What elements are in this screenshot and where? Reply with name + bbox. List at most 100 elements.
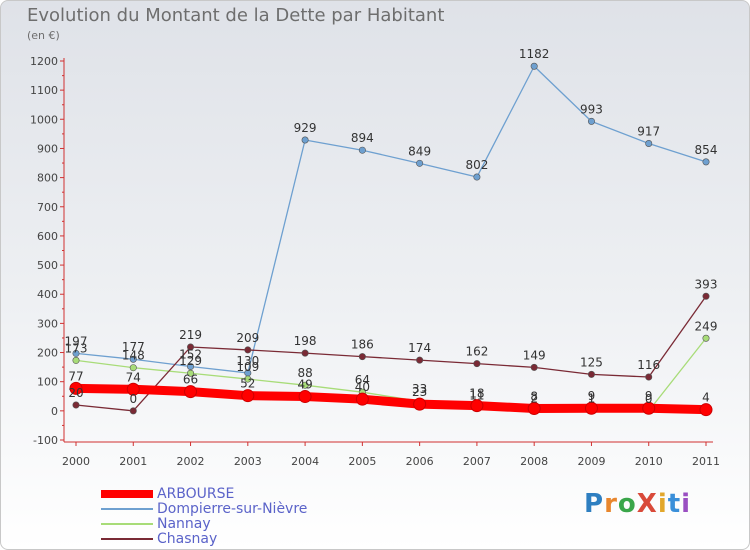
data-label-3: 209	[236, 331, 259, 345]
series-point-1	[129, 355, 137, 363]
x-tick-label: 2010	[635, 455, 663, 468]
data-label-0: 74	[126, 370, 141, 384]
data-label-3: 116	[637, 358, 660, 372]
data-label-3: 174	[408, 341, 431, 355]
data-label-1: 177	[122, 340, 145, 354]
series-point-2	[72, 356, 80, 364]
series-point-1	[416, 159, 424, 167]
y-tick-label: 100	[37, 376, 58, 389]
data-label-2: 11	[469, 389, 484, 403]
series-point-0	[126, 382, 140, 396]
series-point-0	[584, 401, 598, 415]
series-line-0	[71, 383, 711, 415]
y-tick-label: 1100	[30, 84, 58, 97]
x-tick-label: 2008	[520, 455, 548, 468]
x-tick-label: 2009	[577, 455, 605, 468]
series-point-1	[187, 363, 195, 371]
legend-label-chasnay: Chasnay	[157, 531, 218, 547]
series-point-1	[358, 146, 366, 154]
y-tick-label: 0	[51, 405, 58, 418]
y-tick-label: 900	[37, 142, 58, 155]
data-label-0: 49	[297, 378, 312, 392]
series-point-0	[184, 385, 198, 399]
series-point-1	[587, 117, 595, 125]
series-point-1	[72, 349, 80, 357]
data-label-1: 197	[65, 334, 88, 348]
series-point-0	[298, 390, 312, 404]
series-point-3	[416, 356, 424, 364]
data-label-2: 88	[297, 366, 312, 380]
series-point-3	[129, 407, 137, 415]
legend-swatch-chasnay	[101, 538, 153, 540]
series-point-1	[530, 62, 538, 70]
data-label-1: 152	[179, 348, 202, 362]
series-point-2	[301, 381, 309, 389]
x-tick-label: 2006	[406, 455, 434, 468]
data-label-1: 130	[236, 354, 259, 368]
series-point-2	[129, 364, 137, 372]
series-point-3	[301, 349, 309, 357]
series-point-2	[187, 369, 195, 377]
y-tick-label: 200	[37, 347, 58, 360]
x-tick-label: 2005	[348, 455, 376, 468]
data-label-2: 249	[695, 319, 718, 333]
series-point-2	[244, 375, 252, 383]
x-tick-label: 2000	[62, 455, 90, 468]
data-label-2: 33	[412, 382, 427, 396]
data-label-2: 109	[236, 360, 259, 374]
data-label-0: 52	[240, 377, 255, 391]
data-label-1: 917	[637, 125, 660, 139]
y-tick-label: 1200	[30, 55, 58, 68]
series-line-3	[75, 295, 707, 412]
y-tick-label: 700	[37, 201, 58, 214]
data-label-0: 18	[469, 387, 484, 401]
data-label-0: 77	[68, 369, 83, 383]
data-label-2: 0	[645, 392, 653, 406]
data-label-0: 9	[645, 389, 653, 403]
legend-item-chasnay: Chasnay	[101, 531, 217, 547]
data-label-2: 173	[65, 341, 88, 355]
x-tick-label: 2001	[119, 455, 147, 468]
series-point-3	[702, 292, 710, 300]
y-tick-label: 1000	[30, 113, 58, 126]
data-label-2: 64	[355, 373, 370, 387]
series-point-3	[244, 346, 252, 354]
series-point-0	[241, 389, 255, 403]
y-tick-label: -100	[33, 434, 58, 447]
x-tick-label: 2002	[177, 455, 205, 468]
data-label-1: 929	[294, 121, 317, 135]
data-label-1: 849	[408, 144, 431, 158]
data-label-3: 149	[523, 348, 546, 362]
data-label-2: 129	[179, 354, 202, 368]
y-tick-label: 500	[37, 259, 58, 272]
legend-item-arbourse: ARBOURSE	[101, 486, 234, 502]
series-line-1	[75, 65, 707, 374]
data-label-1: 802	[465, 158, 488, 172]
x-tick-label: 2011	[692, 455, 720, 468]
series-point-3	[530, 363, 538, 371]
data-label-3: 186	[351, 338, 374, 352]
data-label-0: 40	[355, 380, 370, 394]
series-point-1	[473, 173, 481, 181]
data-label-1: 1182	[519, 47, 550, 61]
series-point-0	[69, 381, 83, 395]
x-tick-label: 2003	[234, 455, 262, 468]
series-point-3	[645, 373, 653, 381]
data-label-3: 198	[294, 334, 317, 348]
y-tick-label: 300	[37, 317, 58, 330]
y-tick-label: 800	[37, 172, 58, 185]
data-label-2: 2	[530, 391, 538, 405]
series-point-0	[470, 399, 484, 413]
series-point-3	[72, 401, 80, 409]
series-point-1	[301, 136, 309, 144]
legend-swatch-nannay	[101, 523, 153, 525]
data-label-1: 854	[695, 143, 718, 157]
legend-label-arbourse: ARBOURSE	[157, 486, 235, 502]
series-point-1	[645, 140, 653, 148]
data-label-3: 0	[129, 392, 137, 406]
x-tick-label: 2004	[291, 455, 319, 468]
data-label-3: 20	[68, 386, 83, 400]
legend-label-nannay: Nannay	[157, 516, 211, 532]
